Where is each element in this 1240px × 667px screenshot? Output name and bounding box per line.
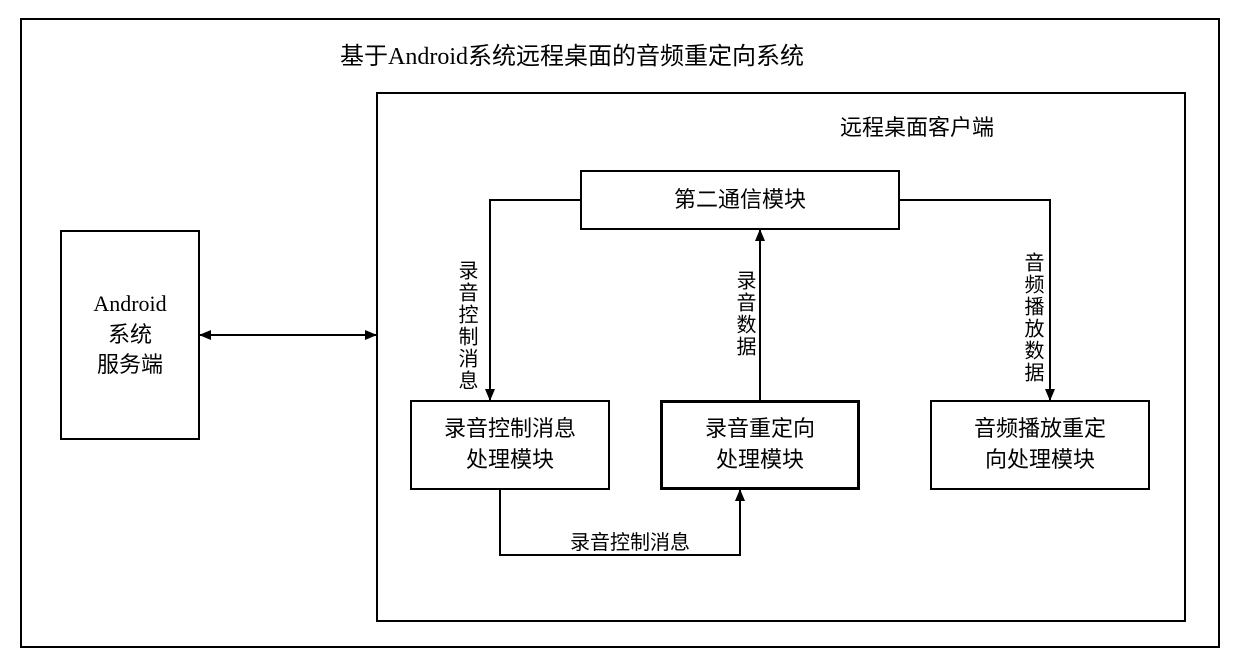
node-rec-ctrl: 录音控制消息 处理模块 bbox=[410, 400, 610, 490]
node-play-redir: 音频播放重定 向处理模块 bbox=[930, 400, 1150, 490]
diagram-title: 基于Android系统远程桌面的音频重定向系统 bbox=[340, 36, 804, 71]
node-rec-ctrl-l2: 处理模块 bbox=[466, 445, 554, 476]
node-rec-redir-l1: 录音重定向 bbox=[705, 414, 815, 445]
node-android-server: Android 系统 服务端 bbox=[60, 230, 200, 440]
node-rec-ctrl-l1: 录音控制消息 bbox=[444, 414, 576, 445]
node-comm2: 第二通信模块 bbox=[580, 170, 900, 230]
node-rec-redir: 录音重定向 处理模块 bbox=[660, 400, 860, 490]
client-header: 远程桌面客户端 bbox=[840, 110, 994, 142]
node-android-server-l1: Android bbox=[93, 289, 166, 320]
edge-label-ctrl-msg-down: 录音控制消息 bbox=[452, 260, 481, 392]
edge-label-rec-data-up: 录音数据 bbox=[730, 270, 759, 358]
edge-label-ctrl-msg-bottom: 录音控制消息 bbox=[570, 526, 690, 555]
node-android-server-l3: 服务端 bbox=[97, 350, 163, 381]
node-play-redir-l2: 向处理模块 bbox=[985, 445, 1095, 476]
node-comm2-label: 第二通信模块 bbox=[674, 185, 806, 216]
node-rec-redir-l2: 处理模块 bbox=[716, 445, 804, 476]
node-play-redir-l1: 音频播放重定 bbox=[974, 414, 1106, 445]
node-android-server-l2: 系统 bbox=[108, 320, 152, 351]
edge-label-play-data-down: 音频播放数据 bbox=[1018, 252, 1047, 384]
